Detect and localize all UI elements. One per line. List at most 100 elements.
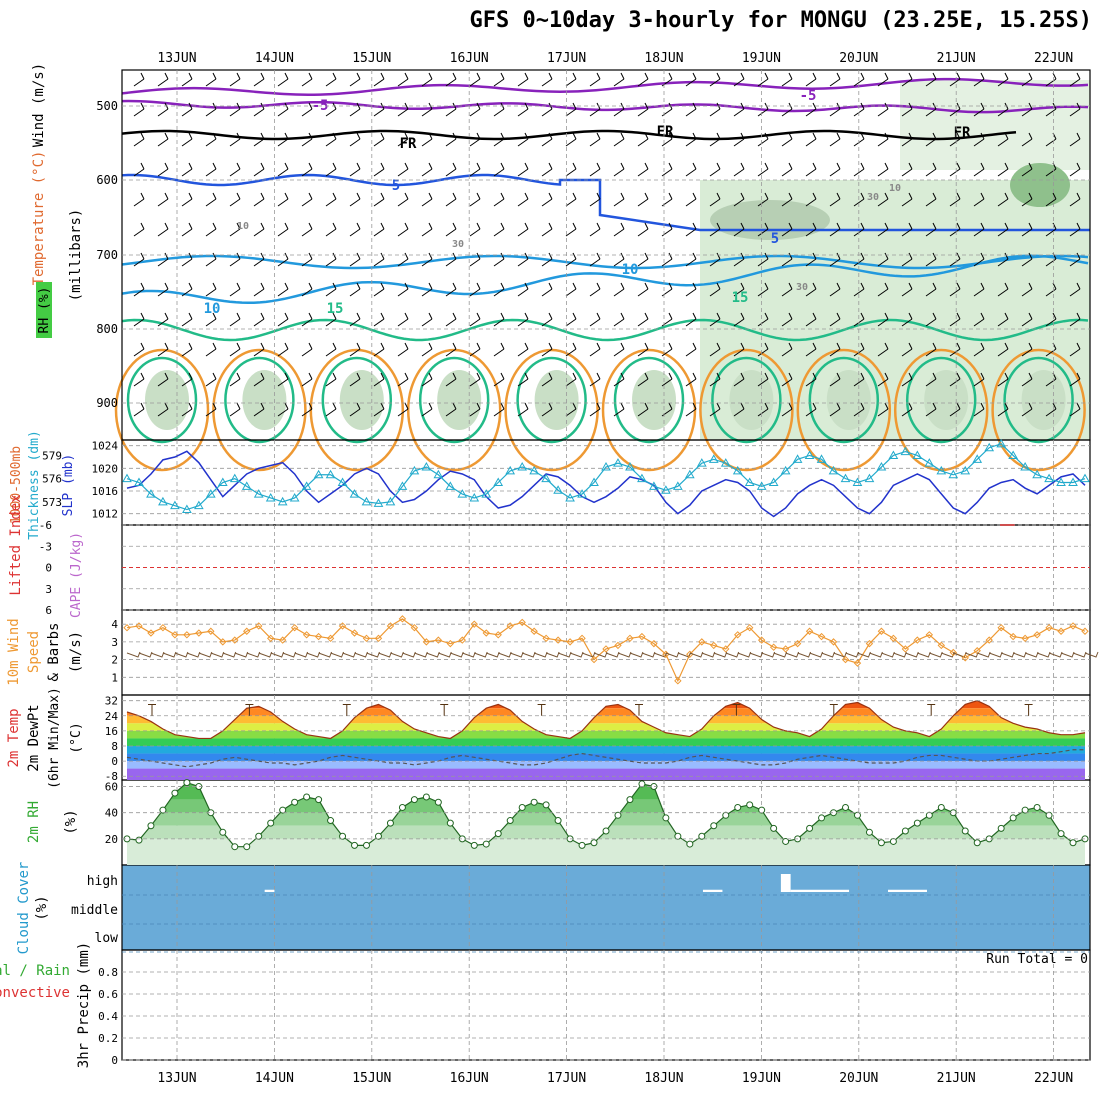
wind-barb: [229, 372, 241, 387]
wind-barb: [157, 402, 169, 417]
precip-tick: 0: [111, 1054, 118, 1067]
rh2m-band: [127, 799, 1085, 813]
wind-barb: [565, 162, 577, 177]
wind-barb: [901, 252, 913, 267]
temp-tick: -8: [105, 770, 118, 783]
isotherm-20-1: [224, 356, 295, 444]
wind-barb: [1069, 192, 1081, 207]
y-tick-label: 600: [96, 173, 118, 187]
wind-barb: [493, 72, 505, 87]
li-tick: 6: [45, 604, 52, 617]
rh-blob-4: [534, 370, 579, 430]
thickness-point: [888, 450, 899, 459]
wind-speed-point: [829, 638, 838, 646]
wind-barb: [757, 72, 769, 87]
wind-barb: [253, 282, 265, 297]
thickness-point: [696, 458, 707, 467]
wind-barb: [613, 72, 625, 87]
wind-barb: [1069, 72, 1081, 87]
wind-barb: [373, 162, 385, 177]
wind-barb: [397, 252, 409, 267]
wind-barb: [901, 102, 913, 117]
wind-barb: [277, 342, 289, 357]
rh2m-point: [351, 841, 359, 849]
rh2m-point: [614, 811, 622, 819]
wind-barb: [349, 132, 361, 147]
rh2m-band: [127, 838, 1085, 865]
wind-barb-10m: [450, 651, 464, 658]
wind-barb-10m: [749, 651, 764, 658]
wind-barb: [301, 162, 313, 177]
wind-barb-10m: [617, 651, 632, 658]
contour-label: FR: [954, 125, 971, 141]
wind-barb: [469, 222, 481, 237]
wind-barb: [637, 372, 649, 387]
rh2m-point: [1009, 814, 1017, 822]
rh2m-point: [997, 824, 1005, 832]
wind-speed-point: [302, 631, 311, 639]
wind-barb: [781, 222, 793, 237]
wind-barb: [421, 192, 433, 207]
wind-barb-10m: [306, 651, 321, 658]
wind-barb: [757, 372, 769, 387]
wind-speed-point: [793, 639, 802, 648]
cloud-tick: middle: [71, 903, 118, 918]
wind-speed-point: [590, 655, 598, 664]
wind-barb: [421, 252, 433, 267]
wind-barb: [205, 72, 217, 87]
wind-speed-point: [159, 624, 167, 632]
wind-barb: [349, 402, 361, 417]
wind-barb-10m: [1012, 651, 1027, 658]
wind-barb: [901, 162, 913, 177]
wind-barb: [181, 102, 193, 117]
rh2m-point: [255, 832, 263, 840]
rh2m-point: [734, 803, 742, 811]
high-cloud-segment: [790, 889, 850, 892]
wind-speed-point: [458, 636, 467, 644]
y-tick-label: 900: [96, 396, 118, 410]
wind-barb: [541, 282, 553, 297]
wind-barb: [397, 132, 409, 147]
wind-barb-10m: [989, 651, 1003, 658]
thickness-point: [349, 489, 360, 498]
wind-speed-point: [231, 636, 239, 644]
wind-barb: [685, 72, 697, 87]
wind-barb: [325, 192, 337, 207]
wind-barb-10m: [737, 651, 752, 658]
rh2m-point: [183, 779, 191, 787]
wind-barb: [277, 192, 289, 207]
wind-barb: [805, 282, 817, 297]
wind-barb: [973, 252, 985, 267]
thickness-point: [289, 492, 300, 502]
isotherm-25-6: [699, 348, 794, 472]
wind-speed-point: [638, 632, 646, 641]
rh2m-point: [219, 828, 227, 836]
rh2m-point: [865, 828, 873, 836]
wind-barb: [589, 132, 601, 147]
wind-barb-10m: [330, 651, 345, 658]
contour-label: 10: [204, 301, 221, 317]
rh2m-point: [925, 811, 933, 819]
wind-barb: [421, 372, 433, 387]
wind-barb: [541, 162, 553, 177]
wind-barb-10m: [581, 651, 596, 658]
rh2m-point: [578, 841, 586, 849]
temp-band-group: [127, 700, 1085, 780]
wind-barb: [901, 402, 913, 417]
thickness-point: [313, 469, 324, 479]
temp-minmax-marker: [829, 703, 838, 716]
wind-speed-point: [470, 620, 478, 628]
date-label-bottom: 21JUN: [937, 1071, 976, 1086]
slp-label-3: SLP (mb): [61, 454, 76, 517]
wind-barb: [757, 342, 769, 357]
wind-barb: [277, 282, 289, 297]
wind-barb: [469, 132, 481, 147]
wind-speed-point: [985, 636, 993, 644]
wind-barb: [517, 102, 529, 117]
wind-barb: [901, 372, 913, 387]
y-tick-label: 800: [96, 322, 118, 336]
rh2m-point: [853, 811, 861, 819]
wind-barb: [925, 222, 937, 237]
wind-barb: [805, 132, 817, 147]
wind-barb: [997, 252, 1009, 267]
